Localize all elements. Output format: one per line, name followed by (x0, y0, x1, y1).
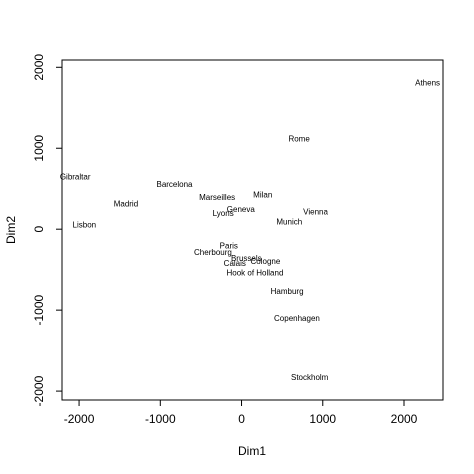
y-tick-label: 0 (32, 226, 46, 233)
x-axis-title: Dim1 (238, 444, 266, 458)
point-label: Vienna (303, 208, 328, 217)
point-label: Copenhagen (274, 314, 320, 323)
y-tick-label: 1000 (32, 135, 46, 162)
point-label: Madrid (114, 200, 138, 209)
x-tick-label: -1000 (145, 412, 176, 426)
point-label: Stockholm (291, 373, 329, 382)
point-label: Cologne (251, 257, 281, 266)
point-label: Lyons (213, 209, 234, 218)
point-label: Milan (253, 191, 272, 200)
point-label: Cherbourg (194, 248, 232, 257)
point-label: Calais (224, 259, 246, 268)
x-tick-label: 2000 (391, 412, 418, 426)
point-label: Gibraltar (60, 172, 91, 181)
y-axis-title: Dim2 (4, 216, 18, 244)
x-tick-label: 0 (238, 412, 245, 426)
point-label: Marseilles (199, 193, 235, 202)
point-label: Athens (415, 79, 440, 88)
y-tick-label: -1000 (32, 294, 46, 325)
point-label: Brussels (231, 254, 262, 263)
point-label: Hook of Holland (226, 269, 283, 278)
y-tick-label: -2000 (32, 375, 46, 406)
y-tick-label: 2000 (32, 54, 46, 81)
x-tick-label: 1000 (309, 412, 336, 426)
point-label: Geneva (227, 205, 256, 214)
point-label: Barcelona (156, 180, 193, 189)
point-label: Munich (276, 218, 302, 227)
point-label: Paris (220, 241, 238, 250)
point-label: Rome (288, 135, 310, 144)
x-tick-label: -2000 (64, 412, 95, 426)
point-label: Hamburg (271, 287, 304, 296)
plot-box (61, 59, 444, 401)
point-label: Lisbon (73, 220, 97, 229)
